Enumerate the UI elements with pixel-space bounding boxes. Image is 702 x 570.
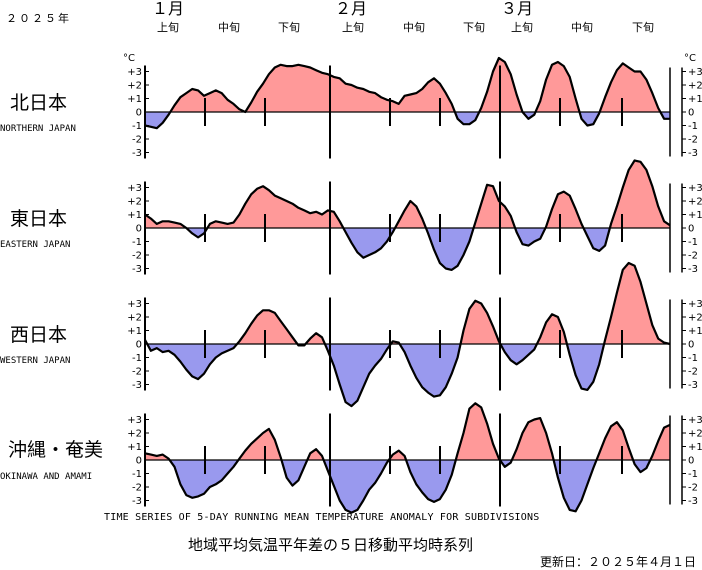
unit-label-left: °C bbox=[123, 53, 135, 64]
y-tick-label-left-3-6: -3 bbox=[132, 496, 142, 507]
negative-anomaly-area-3 bbox=[169, 460, 651, 513]
y-tick-label-left-3-1: +2 bbox=[127, 429, 142, 440]
positive-anomaly-area-0 bbox=[170, 58, 661, 112]
unit-label-right: °C bbox=[684, 53, 696, 64]
y-tick-label-left-0-6: -3 bbox=[132, 148, 142, 159]
y-tick-label-right-3-3: 0 bbox=[688, 456, 694, 467]
y-tick-label-right-3-1: +2 bbox=[688, 429, 702, 440]
y-tick-label-right-1-6: -3 bbox=[688, 264, 698, 275]
update-date: 更新日：２０２５年４月１日 bbox=[539, 555, 696, 569]
y-tick-label-left-3-2: +1 bbox=[127, 442, 142, 453]
decade-label-mar-mid: 中旬 bbox=[571, 21, 593, 34]
y-tick-label-right-1-1: +2 bbox=[688, 197, 702, 208]
y-tick-label-right-3-2: +1 bbox=[688, 442, 702, 453]
series-line-0 bbox=[144, 56, 670, 130]
y-tick-label-right-0-2: +1 bbox=[688, 94, 702, 105]
y-tick-label-left-1-2: +1 bbox=[127, 210, 142, 221]
region-name-northern-jp: 北日本 bbox=[10, 92, 68, 114]
positive-anomaly-area-2 bbox=[145, 263, 670, 344]
y-tick-label-left-3-4: -1 bbox=[132, 469, 142, 480]
y-tick-label-left-3-0: +3 bbox=[127, 415, 142, 426]
y-tick-label-right-3-0: +3 bbox=[688, 415, 702, 426]
y-tick-label-right-3-4: -1 bbox=[688, 469, 698, 480]
y-tick-label-left-2-0: +3 bbox=[127, 299, 142, 310]
chart-title-en: TIME SERIES OF 5-DAY RUNNING MEAN TEMPER… bbox=[104, 512, 540, 523]
y-tick-label-left-1-6: -3 bbox=[132, 264, 142, 275]
y-tick-label-right-1-2: +1 bbox=[688, 210, 702, 221]
y-tick-label-left-2-6: -3 bbox=[132, 380, 142, 391]
y-tick-label-right-0-1: +2 bbox=[688, 81, 702, 92]
y-tick-label-left-0-3: 0 bbox=[136, 108, 142, 119]
region-name-eastern-jp: 東日本 bbox=[10, 208, 68, 230]
decade-label-feb-late: 下旬 bbox=[463, 21, 485, 34]
y-tick-label-right-2-3: 0 bbox=[688, 340, 694, 351]
y-tick-label-right-2-1: +2 bbox=[688, 313, 702, 324]
month-label-jan: １月 bbox=[152, 0, 185, 18]
y-tick-label-left-0-2: +1 bbox=[127, 94, 142, 105]
y-tick-label-right-3-6: -3 bbox=[688, 496, 698, 507]
y-tick-label-right-0-5: -2 bbox=[688, 135, 698, 146]
y-tick-label-left-2-3: 0 bbox=[136, 340, 142, 351]
region-name-western-en: WESTERN JAPAN bbox=[0, 356, 71, 366]
y-tick-label-left-3-3: 0 bbox=[136, 456, 142, 467]
region-name-okinawa-jp: 沖縄・奄美 bbox=[8, 439, 104, 461]
y-tick-label-left-1-3: 0 bbox=[136, 224, 142, 235]
y-tick-label-left-3-5: -2 bbox=[132, 483, 142, 494]
decade-label-jan-early: 上旬 bbox=[157, 21, 179, 34]
y-tick-label-left-0-5: -2 bbox=[132, 135, 142, 146]
decade-label-jan-mid: 中旬 bbox=[218, 21, 240, 34]
y-tick-label-right-0-4: -1 bbox=[688, 121, 698, 132]
y-tick-label-left-2-4: -1 bbox=[132, 353, 142, 364]
region-name-okinawa-en: OKINAWA AND AMAMI bbox=[0, 472, 93, 482]
series-line-3 bbox=[144, 402, 671, 514]
y-tick-label-left-1-0: +3 bbox=[127, 183, 142, 194]
y-tick-label-left-1-5: -2 bbox=[132, 251, 142, 262]
month-label-mar: ３月 bbox=[501, 0, 534, 18]
series-line-2 bbox=[144, 261, 671, 408]
region-name-northern-en: NORTHERN JAPAN bbox=[0, 124, 76, 134]
y-tick-label-left-1-4: -1 bbox=[132, 237, 142, 248]
y-tick-label-right-1-4: -1 bbox=[688, 237, 698, 248]
region-name-western-jp: 西日本 bbox=[10, 324, 68, 346]
negative-anomaly-area-2 bbox=[147, 344, 670, 407]
year-label: ２０２５年 bbox=[6, 12, 71, 25]
y-tick-label-right-0-3: 0 bbox=[688, 108, 694, 119]
y-tick-label-left-2-1: +2 bbox=[127, 313, 142, 324]
decade-label-feb-mid: 中旬 bbox=[403, 21, 425, 34]
y-tick-label-right-2-2: +1 bbox=[688, 326, 702, 337]
y-tick-label-right-1-3: 0 bbox=[688, 224, 694, 235]
y-tick-label-left-1-1: +2 bbox=[127, 197, 142, 208]
y-tick-label-left-2-2: +1 bbox=[127, 326, 142, 337]
series-line-1 bbox=[144, 159, 671, 271]
positive-anomaly-area-1 bbox=[145, 160, 670, 228]
month-label-feb: ２月 bbox=[335, 0, 368, 18]
y-tick-label-left-0-4: -1 bbox=[132, 121, 142, 132]
positive-anomaly-area-3 bbox=[145, 403, 670, 460]
chart-title-jp: 地域平均気温平年差の５日移動平均時系列 bbox=[188, 536, 474, 554]
y-tick-label-left-2-5: -2 bbox=[132, 367, 142, 378]
y-tick-label-right-2-6: -3 bbox=[688, 380, 698, 391]
y-tick-label-right-0-0: +3 bbox=[688, 67, 702, 78]
region-name-eastern-en: EASTERN JAPAN bbox=[0, 240, 71, 250]
negative-anomaly-area-1 bbox=[186, 228, 610, 270]
y-tick-label-right-3-5: -2 bbox=[688, 483, 698, 494]
decade-label-mar-late: 下旬 bbox=[632, 21, 654, 34]
y-tick-label-right-1-0: +3 bbox=[688, 183, 702, 194]
y-tick-label-right-2-0: +3 bbox=[688, 299, 702, 310]
y-tick-label-right-2-4: -1 bbox=[688, 353, 698, 364]
decade-label-feb-early: 上旬 bbox=[342, 21, 364, 34]
y-tick-label-left-0-0: +3 bbox=[127, 67, 142, 78]
decade-label-mar-early: 上旬 bbox=[511, 21, 533, 34]
y-tick-label-right-0-6: -3 bbox=[688, 148, 698, 159]
y-tick-label-left-0-1: +2 bbox=[127, 81, 142, 92]
decade-label-jan-late: 下旬 bbox=[278, 21, 300, 34]
y-tick-label-right-2-5: -2 bbox=[688, 367, 698, 378]
y-tick-label-right-1-5: -2 bbox=[688, 251, 698, 262]
